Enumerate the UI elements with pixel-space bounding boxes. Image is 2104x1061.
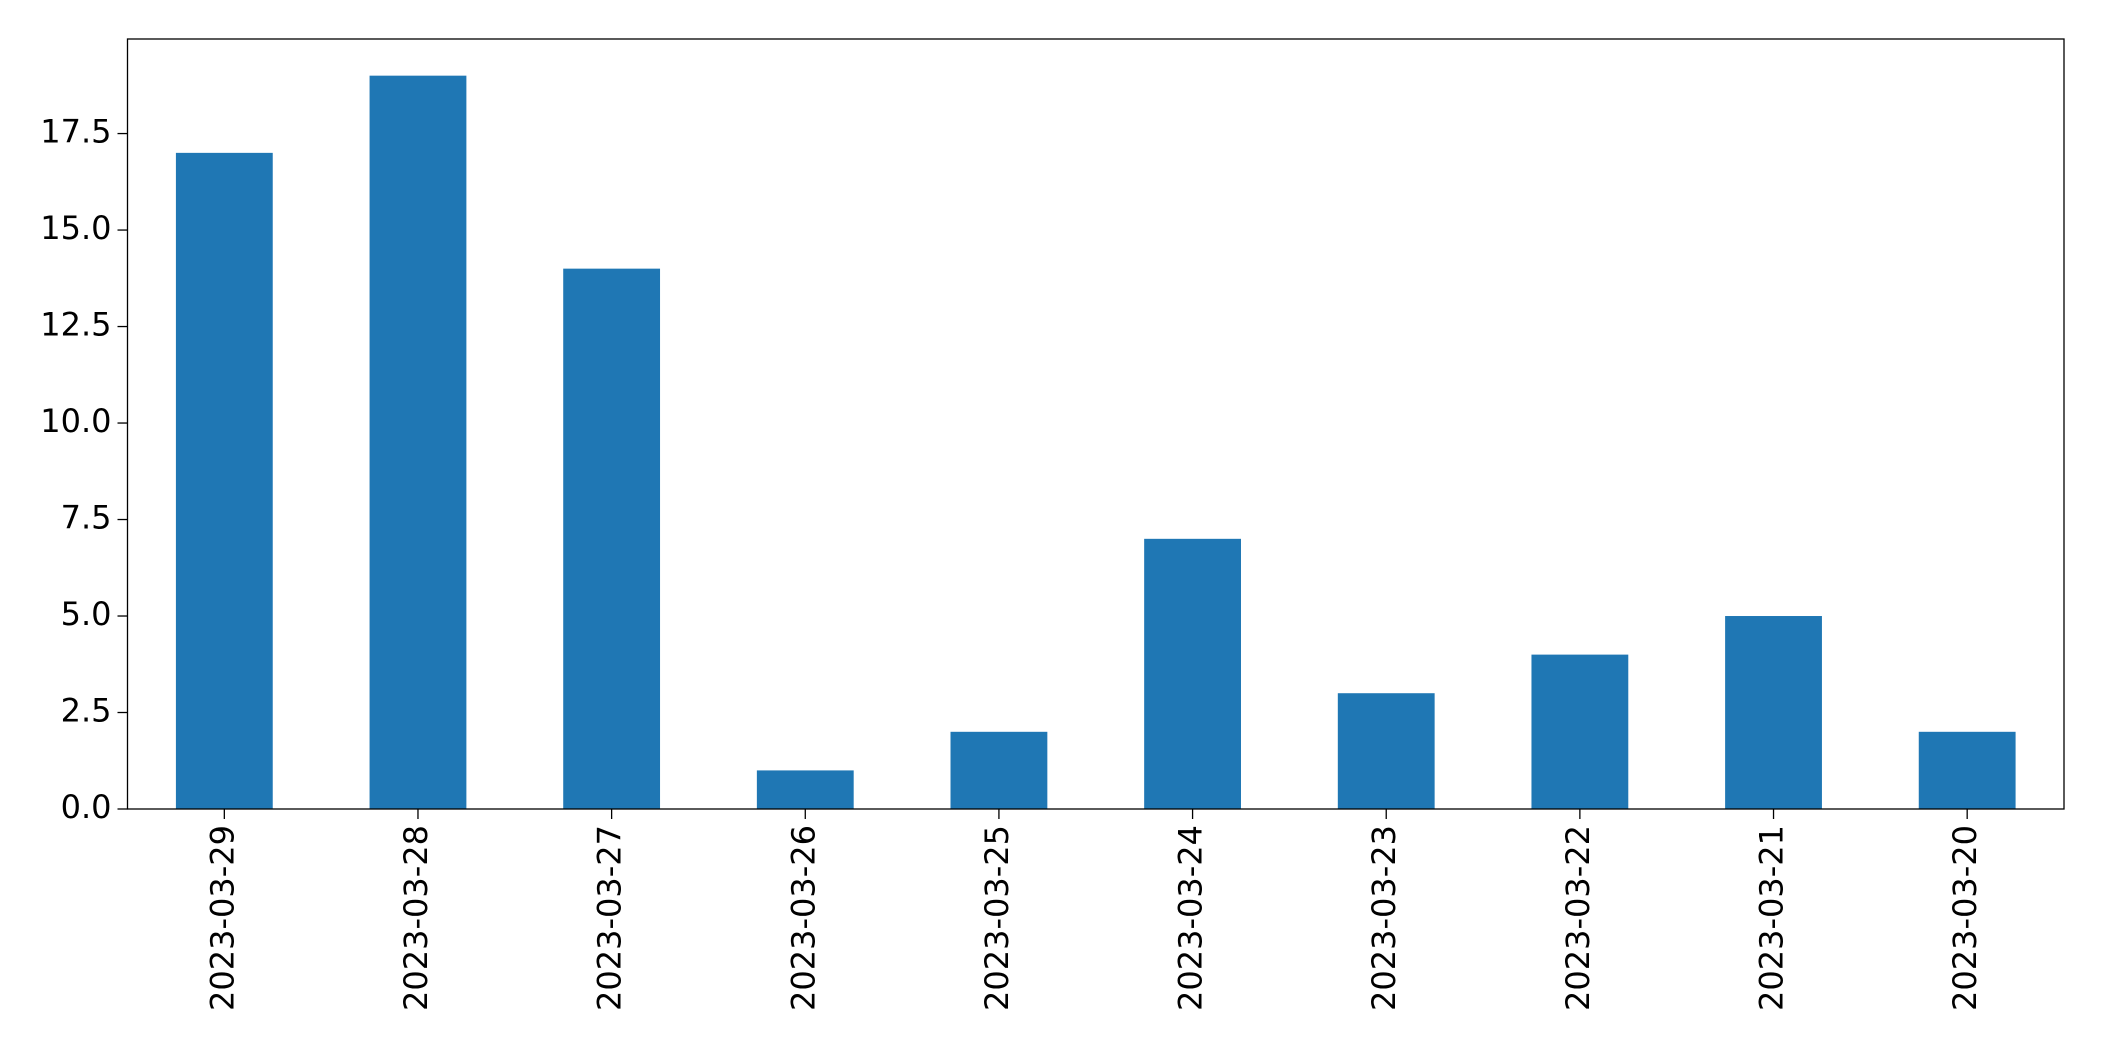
x-tick-label: 2023-03-24 xyxy=(1172,825,1210,1011)
plot-frame xyxy=(126,38,2065,810)
y-tick-label: 17.5 xyxy=(40,113,111,151)
y-tick-label: 0.0 xyxy=(61,788,112,826)
bar xyxy=(563,268,661,809)
x-tick-label: 2023-03-23 xyxy=(1365,825,1403,1011)
y-tick-label: 5.0 xyxy=(61,595,112,633)
x-tick-label: 2023-03-21 xyxy=(1753,825,1791,1011)
y-tick-label: 7.5 xyxy=(61,499,112,537)
bar xyxy=(756,770,854,809)
x-tick-label: 2023-03-29 xyxy=(203,825,241,1011)
y-tick-label: 12.5 xyxy=(40,306,111,344)
bar xyxy=(1725,616,1822,809)
bar xyxy=(950,731,1048,809)
y-tick-label: 15.0 xyxy=(40,209,111,247)
bar xyxy=(369,75,467,809)
x-tick-label: 2023-03-26 xyxy=(784,825,822,1011)
x-tick-label: 2023-03-28 xyxy=(397,825,435,1011)
x-tick-label: 2023-03-27 xyxy=(591,825,629,1011)
y-tick-label: 10.0 xyxy=(40,402,111,440)
bar xyxy=(1144,538,1241,809)
x-tick-label: 2023-03-20 xyxy=(1946,825,1984,1011)
x-tick-label: 2023-03-25 xyxy=(978,825,1016,1011)
y-tick-label: 2.5 xyxy=(61,692,112,730)
bar xyxy=(1531,654,1629,809)
bar xyxy=(1918,731,2016,809)
bar xyxy=(175,152,273,810)
bar xyxy=(1337,693,1435,809)
x-tick-label: 2023-03-22 xyxy=(1559,825,1597,1011)
